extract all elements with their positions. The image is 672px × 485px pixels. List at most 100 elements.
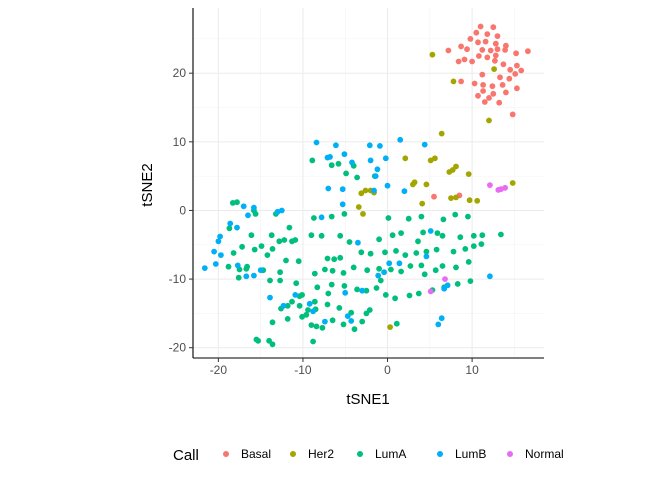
data-point-her2 <box>402 155 409 162</box>
data-point-lumb <box>421 141 428 148</box>
data-point-luma <box>479 232 486 239</box>
data-point-luma <box>418 262 425 269</box>
data-point-luma <box>230 250 237 256</box>
data-point-luma <box>293 280 300 287</box>
data-point-basal <box>458 43 464 50</box>
data-point-lumb <box>372 173 379 180</box>
data-point-lumb <box>377 143 383 149</box>
data-points <box>201 23 531 348</box>
data-point-luma <box>354 174 360 181</box>
data-point-basal <box>492 57 498 64</box>
data-point-basal <box>514 85 520 92</box>
data-point-basal <box>518 67 525 74</box>
data-point-luma <box>364 267 371 274</box>
data-point-luma <box>319 324 326 331</box>
data-point-lumb <box>381 269 387 276</box>
data-point-lumb <box>217 233 224 240</box>
legend-item-lumb: LumB <box>437 447 486 461</box>
data-point-luma <box>281 237 288 243</box>
y-tick-label: 10 <box>173 135 187 149</box>
data-point-luma <box>418 213 425 220</box>
data-point-her2 <box>474 197 481 204</box>
data-point-her2 <box>446 169 453 175</box>
data-point-luma <box>376 236 382 243</box>
data-point-luma <box>299 313 305 320</box>
data-point-luma <box>308 232 315 239</box>
data-point-lumb <box>280 302 287 309</box>
data-point-lumb <box>251 272 257 279</box>
series-luma <box>225 157 504 348</box>
legend-key-lumb <box>437 451 443 457</box>
data-point-lumb <box>435 321 442 328</box>
data-point-luma <box>363 287 370 294</box>
legend-key-normal <box>507 451 513 457</box>
data-point-luma <box>376 265 382 272</box>
data-point-luma <box>450 248 457 255</box>
data-point-her2 <box>448 195 454 202</box>
data-point-her2 <box>466 197 473 204</box>
data-point-luma <box>420 229 426 236</box>
data-point-luma <box>398 230 404 237</box>
data-point-lumb <box>267 294 273 301</box>
data-point-lumb <box>322 318 328 325</box>
data-point-luma <box>341 211 348 217</box>
data-point-luma <box>248 232 255 239</box>
data-point-luma <box>434 230 441 237</box>
data-point-luma <box>284 316 291 322</box>
data-point-lumb <box>227 220 234 227</box>
data-point-luma <box>433 246 440 253</box>
data-point-luma <box>335 160 342 167</box>
data-point-basal <box>473 29 480 36</box>
data-point-luma <box>235 274 242 281</box>
data-point-luma <box>313 323 320 330</box>
legend-item-her2: Her2 <box>290 447 334 461</box>
data-point-lumb <box>344 313 351 319</box>
data-point-luma <box>415 238 421 245</box>
data-point-luma <box>328 162 335 169</box>
data-point-basal <box>503 89 509 96</box>
data-point-luma <box>440 216 447 223</box>
data-point-basal <box>494 46 501 53</box>
data-point-luma <box>239 243 246 250</box>
legend-label-her2: Her2 <box>308 447 334 461</box>
data-point-luma <box>309 157 316 164</box>
data-point-lumb <box>427 228 434 234</box>
data-point-luma <box>329 317 336 324</box>
data-point-basal <box>461 56 468 63</box>
data-point-luma <box>292 237 299 243</box>
data-point-luma <box>452 211 459 218</box>
data-point-luma <box>264 252 271 258</box>
data-point-luma <box>467 278 474 284</box>
data-point-basal <box>525 48 531 55</box>
data-point-basal <box>499 82 506 88</box>
data-point-basal <box>507 66 514 73</box>
data-point-lumb <box>341 151 348 158</box>
data-point-lumb <box>327 154 333 160</box>
data-point-basal <box>469 58 475 65</box>
data-point-her2 <box>355 204 362 210</box>
data-point-basal <box>500 61 507 68</box>
data-point-lumb <box>240 203 247 210</box>
data-point-luma <box>465 259 472 265</box>
data-point-luma <box>470 243 477 250</box>
data-point-her2 <box>360 211 366 217</box>
legend-key-basal <box>223 451 229 457</box>
y-tick-label: -10 <box>169 272 187 286</box>
data-point-lumb <box>339 201 346 208</box>
data-point-her2 <box>486 117 492 124</box>
data-point-lumb <box>201 265 208 271</box>
data-point-basal <box>492 40 499 47</box>
data-point-basal <box>514 62 520 69</box>
data-point-lumb <box>386 260 393 267</box>
data-point-lumb <box>384 182 391 189</box>
data-point-luma <box>328 281 335 288</box>
data-point-luma <box>402 252 409 258</box>
data-point-basal <box>464 46 470 53</box>
y-tick-label: 20 <box>173 66 187 80</box>
legend: Call Basal Her2 LumA LumB Normal <box>173 447 564 464</box>
data-point-lumb <box>318 214 325 221</box>
data-point-luma <box>296 302 303 309</box>
data-point-normal <box>487 182 493 189</box>
data-point-luma <box>393 320 400 327</box>
data-point-luma <box>343 170 349 177</box>
